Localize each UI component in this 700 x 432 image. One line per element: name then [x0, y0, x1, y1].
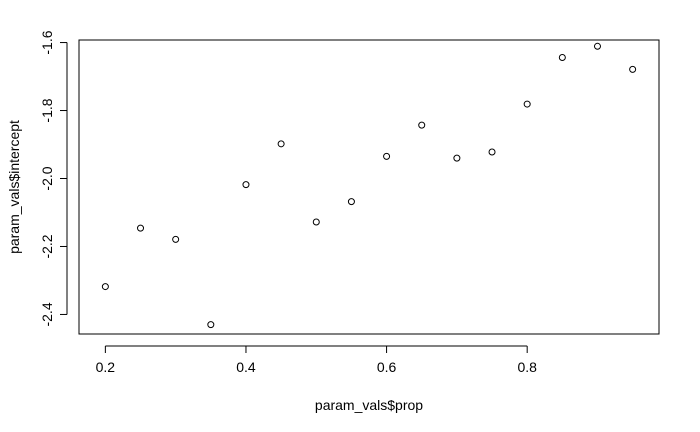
y-tick-label: -2.4 [39, 302, 55, 326]
data-point [277, 140, 285, 148]
data-point [101, 283, 109, 291]
y-tick-label: -2.0 [39, 166, 55, 190]
y-tick-label: -1.8 [39, 98, 55, 122]
x-tick-label: 0.8 [517, 359, 537, 375]
x-tick-label: 0.6 [377, 359, 397, 375]
data-point [172, 235, 180, 243]
data-points [101, 42, 637, 329]
x-tick-label: 0.2 [96, 359, 116, 375]
x-tick-label: 0.4 [236, 359, 256, 375]
data-point [558, 54, 566, 62]
data-point [418, 121, 426, 129]
y-axis: -2.4 -2.2 -2.0 -1.8 -1.6 [39, 30, 68, 327]
data-point [312, 218, 320, 226]
data-point [207, 321, 215, 329]
plot-frame [78, 39, 660, 335]
data-point [488, 148, 496, 156]
data-point [593, 42, 601, 50]
x-axis: 0.2 0.4 0.6 0.8 [96, 345, 537, 375]
y-tick-label: -1.6 [39, 30, 55, 54]
data-point [347, 198, 355, 206]
data-point [453, 154, 461, 162]
x-axis-label: param_vals$prop [315, 397, 423, 413]
y-axis-label: param_vals$intercept [6, 120, 22, 254]
data-point [137, 224, 145, 232]
y-tick-label: -2.2 [39, 234, 55, 258]
data-point [383, 152, 391, 160]
data-point [629, 65, 637, 73]
data-point [523, 100, 531, 108]
data-point [242, 181, 250, 189]
